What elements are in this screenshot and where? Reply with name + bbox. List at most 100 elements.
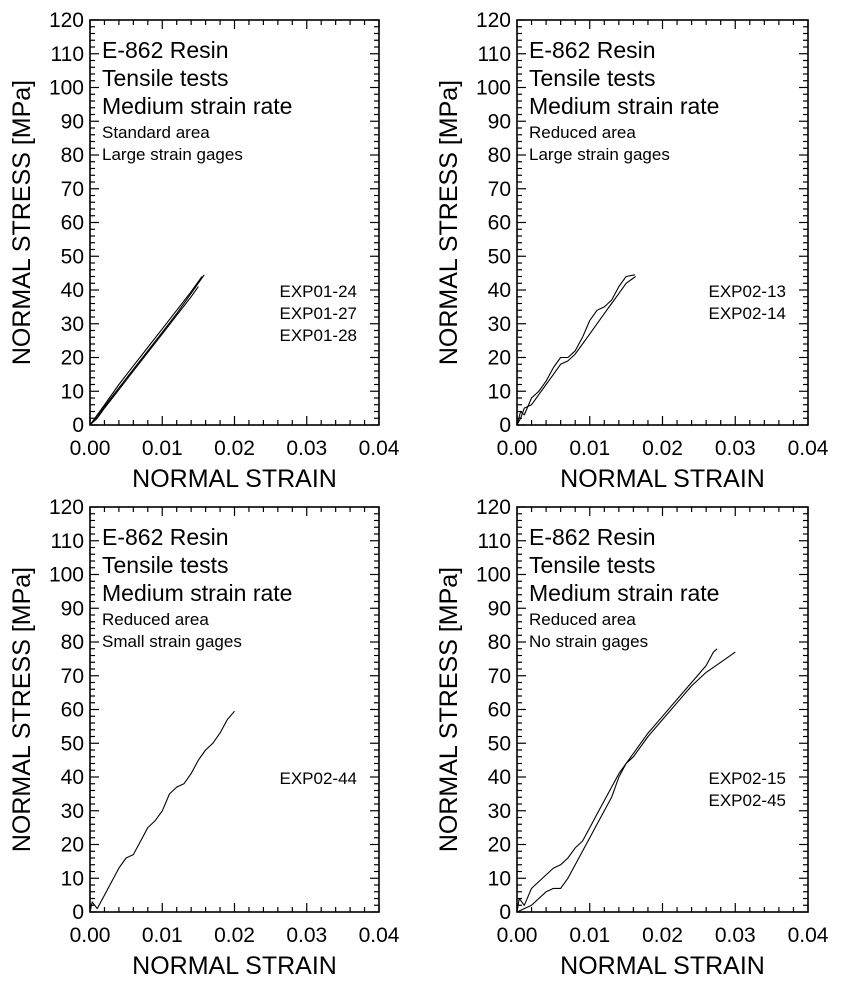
- x-tick-label: 0.04: [788, 924, 829, 947]
- x-tick-label: 0.01: [142, 437, 183, 460]
- y-tick-label: 20: [61, 834, 84, 857]
- y-tick-label: 80: [61, 631, 84, 654]
- y-tick-label: 100: [49, 77, 84, 100]
- y-tick-label: 100: [49, 564, 84, 587]
- y-tick-label: 60: [61, 699, 84, 722]
- y-tick-label: 120: [49, 496, 84, 519]
- y-tick-label: 40: [488, 766, 511, 789]
- y-tick-label: 0: [72, 414, 84, 437]
- y-tick-label: 80: [488, 144, 511, 167]
- y-tick-label: 90: [488, 597, 511, 620]
- y-tick-label: 20: [61, 347, 84, 370]
- legend-entry: EXP01-28: [280, 326, 358, 345]
- y-tick-label: 90: [61, 110, 84, 133]
- y-tick-label: 50: [488, 245, 511, 268]
- y-axis-title: NORMAL STRESS [MPa]: [435, 80, 463, 365]
- annotation-line: Tensile tests: [529, 65, 656, 91]
- annotation-line: Medium strain rate: [102, 93, 292, 119]
- x-tick-label: 0.02: [642, 924, 683, 947]
- annotation-line: Tensile tests: [529, 552, 656, 578]
- y-tick-label: 100: [476, 564, 511, 587]
- y-tick-label: 10: [488, 380, 511, 403]
- y-tick-label: 60: [488, 699, 511, 722]
- x-tick-label: 0.03: [715, 437, 756, 460]
- series-line-exp01-28: [89, 286, 199, 426]
- annotation-subline: Reduced area: [102, 610, 209, 629]
- y-tick-label: 0: [499, 414, 511, 437]
- x-tick-label: 0.02: [214, 437, 255, 460]
- annotation-line: Medium strain rate: [102, 580, 292, 606]
- annotation-line: Medium strain rate: [529, 93, 719, 119]
- y-tick-label: 0: [499, 901, 511, 924]
- y-tick-label: 110: [51, 43, 84, 66]
- y-tick-label: 20: [488, 834, 511, 857]
- panel-reduced-none: 0.00 0.01 0.02 0.03 0.04 0 10 20 30 40 50 60 70 80 90 1…: [435, 496, 829, 980]
- y-tick-label: 70: [61, 178, 84, 201]
- y-tick-label: 40: [488, 279, 511, 302]
- x-tick-label: 0.00: [497, 924, 538, 947]
- y-tick-label: 10: [61, 867, 84, 890]
- x-tick-label: 0.04: [359, 437, 400, 460]
- y-tick-label: 70: [488, 665, 511, 688]
- x-axis-title: NORMAL STRAIN: [560, 952, 765, 980]
- annotation-subline: Small strain gages: [102, 632, 242, 651]
- y-tick-label: 90: [61, 597, 84, 620]
- annotation-subline: No strain gages: [529, 632, 648, 651]
- annotation-line: Tensile tests: [102, 552, 229, 578]
- legend-entry: EXP02-45: [709, 791, 787, 810]
- legend-entry: EXP02-44: [280, 769, 358, 788]
- y-tick-label: 30: [488, 313, 511, 336]
- y-tick-label: 10: [488, 867, 511, 890]
- annotation-line: E-862 Resin: [529, 524, 656, 550]
- x-tick-label: 0.02: [214, 924, 255, 947]
- series-line-exp02-15: [516, 648, 718, 913]
- x-tick-label: 0.03: [286, 924, 327, 947]
- y-tick-label: 100: [476, 77, 511, 100]
- x-tick-label: 0.00: [70, 924, 111, 947]
- y-tick-label: 70: [61, 665, 84, 688]
- x-tick-label: 0.01: [142, 924, 183, 947]
- x-axis-title: NORMAL STRAIN: [560, 465, 765, 493]
- annotation-subline: Reduced area: [529, 610, 636, 629]
- y-tick-label: 120: [476, 9, 511, 32]
- y-tick-label: 0: [72, 901, 84, 924]
- y-tick-label: 50: [61, 732, 84, 755]
- legend-entry: EXP02-15: [709, 769, 787, 788]
- y-tick-label: 50: [488, 732, 511, 755]
- y-tick-label: 40: [61, 279, 84, 302]
- series-line-exp02-14: [516, 276, 636, 426]
- y-tick-label: 120: [476, 496, 511, 519]
- y-tick-label: 30: [61, 313, 84, 336]
- series-line-exp01-27: [89, 276, 203, 426]
- annotation-subline: Large strain gages: [102, 145, 243, 164]
- annotation-line: E-862 Resin: [529, 37, 656, 63]
- x-tick-label: 0.00: [497, 437, 538, 460]
- x-axis-title: NORMAL STRAIN: [132, 465, 337, 493]
- annotation-line: E-862 Resin: [102, 37, 229, 63]
- y-tick-label: 60: [488, 212, 511, 235]
- y-tick-label: 80: [61, 144, 84, 167]
- y-tick-label: 110: [478, 43, 511, 66]
- y-tick-label: 40: [61, 766, 84, 789]
- y-tick-label: 20: [488, 347, 511, 370]
- y-tick-label: 110: [478, 530, 511, 553]
- x-tick-label: 0.03: [715, 924, 756, 947]
- y-tick-label: 110: [51, 530, 84, 553]
- x-axis-title: NORMAL STRAIN: [132, 952, 337, 980]
- y-tick-label: 10: [61, 380, 84, 403]
- annotation-line: Medium strain rate: [529, 580, 719, 606]
- legend-entry: EXP02-13: [709, 282, 787, 301]
- y-axis-title: NORMAL STRESS [MPa]: [8, 80, 36, 365]
- legend-entry: EXP02-14: [709, 304, 787, 323]
- annotation-subline: Reduced area: [529, 123, 636, 142]
- x-tick-label: 0.00: [70, 437, 111, 460]
- x-tick-label: 0.04: [359, 924, 400, 947]
- y-tick-label: 30: [488, 800, 511, 823]
- x-tick-label: 0.01: [569, 924, 610, 947]
- annotation-line: Tensile tests: [102, 65, 229, 91]
- y-axis-title: NORMAL STRESS [MPa]: [435, 567, 463, 852]
- series-line-exp02-45: [516, 651, 736, 913]
- annotation-line: E-862 Resin: [102, 524, 229, 550]
